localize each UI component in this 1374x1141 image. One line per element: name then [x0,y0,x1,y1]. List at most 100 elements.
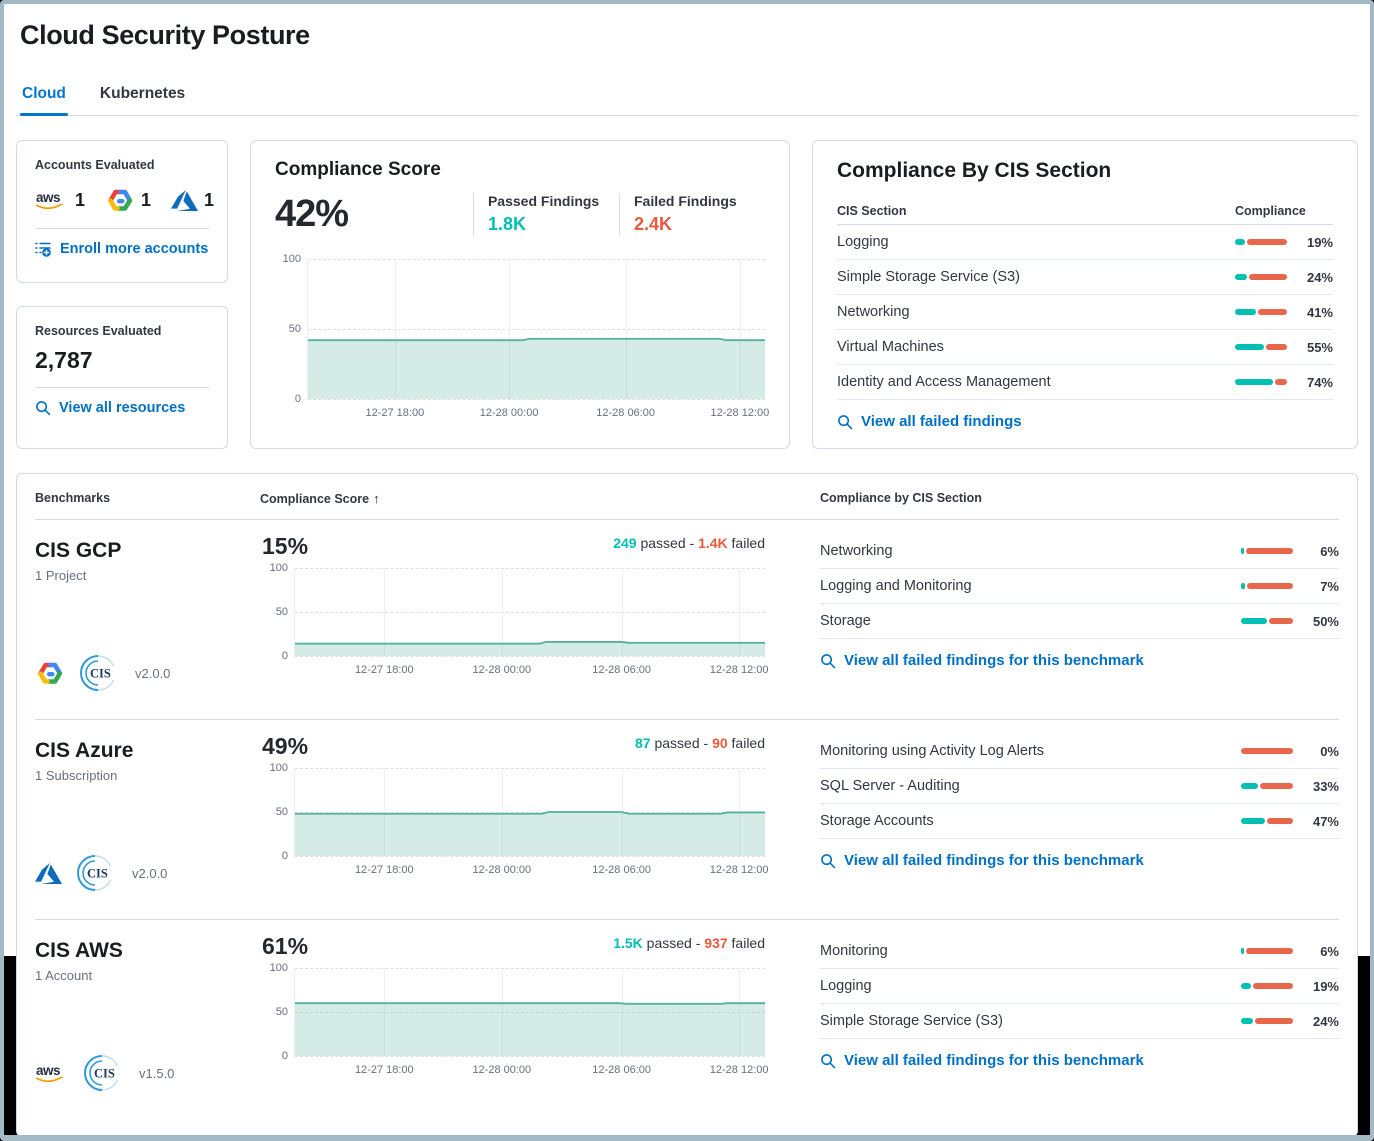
passed-findings-stat: Passed Findings 1.8K [473,193,619,235]
section-pct: 24% [1287,270,1333,285]
section-pct: 6% [1293,944,1339,959]
benchmark-row-cis-gcp: CIS GCP 1 Project CIS v2.0.0 15% 249 pas… [35,520,1339,720]
section-label: Networking [837,304,1235,320]
passed-failed-summary: 1.5K passed - 937 failed [613,935,765,951]
benchmark-subtitle: 1 Account [35,968,260,983]
view-benchmark-failed-findings-link[interactable]: View all failed findings for this benchm… [820,652,1144,669]
tab-kubernetes[interactable]: Kubernetes [98,79,187,115]
benchmark-row-cis-aws: CIS AWS 1 Account aws CIS v1.5.0 61% 1.5… [35,920,1339,1136]
benchmark-trend-chart: 10050012-27 18:0012-28 00:0012-28 06:001… [262,968,765,1078]
benchmark-version: v1.5.0 [139,1066,174,1081]
search-icon [837,414,853,430]
resources-count: 2,787 [35,347,209,374]
compliance-bar [1241,818,1293,824]
svg-text:CIS: CIS [90,667,111,681]
svg-text:aws: aws [36,1063,60,1078]
failed-findings-stat: Failed Findings 2.4K [619,193,765,235]
benchmark-sections-cell: Monitoring 6% Logging 19% Simple Storage… [820,920,1339,1136]
compliance-bar [1241,583,1293,589]
benchmarks-table-card: Benchmarks Compliance Score↑ Compliance … [16,473,1358,1137]
cloud-security-posture-page: Cloud Security Posture Cloud Kubernetes … [4,4,1370,1135]
section-pct: 33% [1293,779,1339,794]
section-label: Simple Storage Service (S3) [837,269,1235,285]
page-title: Cloud Security Posture [20,20,1358,51]
view-all-resources-link[interactable]: View all resources [35,400,185,416]
enroll-accounts-icon [35,241,52,257]
enroll-more-accounts-link[interactable]: Enroll more accounts [35,241,208,257]
cis-section-row: Identity and Access Management 74% [837,365,1333,400]
azure-account-count: 1 [171,187,214,214]
compliance-score-stats: 42% Passed Findings 1.8K Failed Findings… [275,193,765,247]
section-label: Virtual Machines [837,339,1235,355]
svg-text:aws: aws [36,190,60,205]
aws-count-value: 1 [75,190,85,211]
cis-section-row: Storage 50% [820,604,1339,639]
cis-section-row: Storage Accounts 47% [820,804,1339,839]
passed-failed-summary: 87 passed - 90 failed [635,735,765,751]
section-pct: 74% [1287,375,1333,390]
cis-logo-icon: CIS [82,1053,122,1093]
gcp-count-value: 1 [141,190,151,211]
divider [35,228,209,229]
cis-section-card-title: Compliance By CIS Section [837,159,1333,183]
benchmark-name: CIS Azure [35,739,260,763]
gcp-account-count: 1 [105,187,151,213]
benchmark-version: v2.0.0 [132,866,167,881]
section-label: Monitoring using Activity Log Alerts [820,743,1241,759]
section-pct: 19% [1287,235,1333,250]
left-card-stack: Accounts Evaluated aws 1 1 1 [16,140,228,449]
section-label: Monitoring [820,943,1241,959]
resources-evaluated-card: Resources Evaluated 2,787 View all resou… [16,306,228,449]
benchmark-logos: aws CIS v1.5.0 [35,1053,174,1093]
section-pct: 0% [1293,744,1339,759]
cis-logo-icon: CIS [75,853,115,893]
section-pct: 19% [1293,979,1339,994]
passed-findings-label: Passed Findings [488,193,619,209]
benchmark-logos: CIS v2.0.0 [35,653,170,693]
benchmarks-table-header: Benchmarks Compliance Score↑ Compliance … [35,474,1339,520]
compliance-bar [1241,618,1293,624]
view-benchmark-failed-findings-label: View all failed findings for this benchm… [844,852,1144,869]
section-label: Logging [820,978,1241,994]
compliance-bar [1235,379,1287,385]
svg-text:CIS: CIS [94,1067,115,1081]
compliance-column-header: Compliance [1235,204,1333,218]
compliance-trend-chart: 10050012-27 18:0012-28 00:0012-28 06:001… [275,259,765,421]
benchmark-score-cell: 15% 249 passed - 1.4K failed 10050012-27… [260,520,820,719]
accounts-evaluated-title: Accounts Evaluated [35,158,209,172]
view-benchmark-failed-findings-link[interactable]: View all failed findings for this benchm… [820,1052,1144,1069]
cis-section-row: Logging and Monitoring 7% [820,569,1339,604]
section-pct: 50% [1293,614,1339,629]
overall-score-value: 42% [275,193,473,236]
compliance-bar [1241,783,1293,789]
benchmark-logos: CIS v2.0.0 [35,853,167,893]
cis-section-row: Networking 6% [820,534,1339,569]
compliance-bar [1241,983,1293,989]
tab-cloud[interactable]: Cloud [20,79,68,115]
compliance-score-title: Compliance Score [275,159,765,181]
benchmark-version: v2.0.0 [135,666,170,681]
view-benchmark-failed-findings-link[interactable]: View all failed findings for this benchm… [820,852,1144,869]
cis-section-column-header: CIS Section [837,204,1235,218]
section-pct: 41% [1287,305,1333,320]
cis-section-row: SQL Server - Auditing 33% [820,769,1339,804]
gcp-icon [105,187,135,213]
section-label: Logging [837,234,1235,250]
view-all-failed-findings-link[interactable]: View all failed findings [837,413,1022,430]
benchmark-score-cell: 61% 1.5K passed - 937 failed 10050012-27… [260,920,820,1136]
benchmark-name: CIS GCP [35,539,260,563]
compliance-score-column-header[interactable]: Compliance Score↑ [260,491,820,506]
svg-text:CIS: CIS [87,867,108,881]
benchmark-row-cis-azure: CIS Azure 1 Subscription CIS v2.0.0 49% … [35,720,1339,920]
view-benchmark-failed-findings-label: View all failed findings for this benchm… [844,1052,1144,1069]
compliance-score-card: Compliance Score 42% Passed Findings 1.8… [250,140,790,449]
failed-findings-label: Failed Findings [634,193,765,209]
compliance-by-cis-section-column-header: Compliance by CIS Section [820,491,1339,506]
cis-section-row: Monitoring 6% [820,934,1339,969]
azure-count-value: 1 [204,190,214,211]
benchmark-sections-cell: Networking 6% Logging and Monitoring 7% … [820,520,1339,719]
compliance-by-cis-section-card: Compliance By CIS Section CIS Section Co… [812,140,1358,449]
section-label: Identity and Access Management [837,374,1235,390]
section-label: Networking [820,543,1241,559]
benchmark-info-cell: CIS GCP 1 Project CIS v2.0.0 [35,520,260,719]
